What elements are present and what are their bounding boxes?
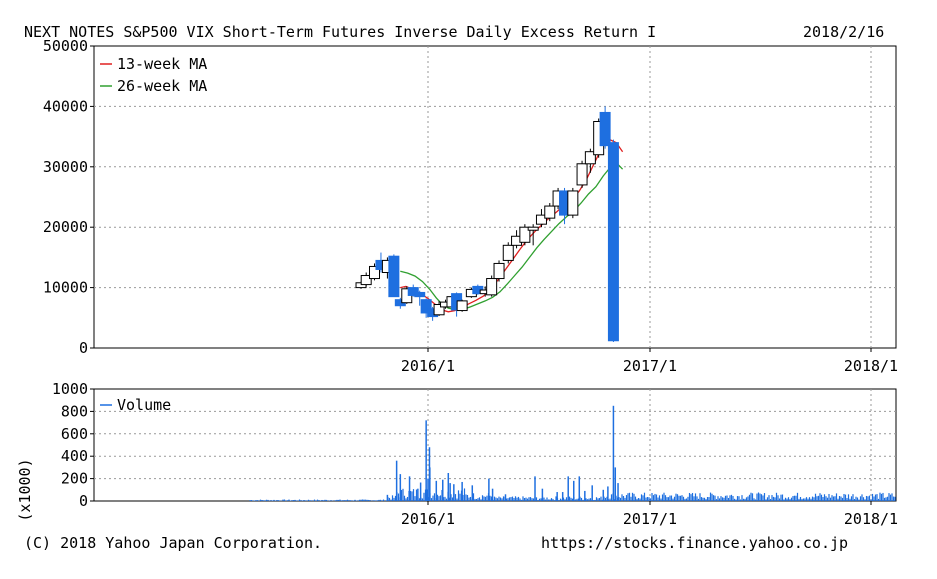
volume-ytick-label: 200 (61, 470, 88, 488)
price-ytick-label: 30000 (43, 158, 88, 176)
candlestick (502, 242, 514, 264)
price-xtick-label: 2017/1 (623, 357, 677, 375)
candlestick (456, 299, 468, 312)
candle-body (414, 291, 426, 298)
candlestick (599, 106, 611, 149)
price-ytick-label: 10000 (43, 279, 88, 297)
copyright-text: (C) 2018 Yahoo Japan Corporation. (24, 534, 323, 552)
legend-label-ma13: 13-week MA (117, 55, 207, 73)
candle-body (584, 151, 596, 165)
candle-body (567, 190, 579, 216)
candlestick (544, 203, 556, 222)
legend-label-ma26: 26-week MA (117, 77, 207, 95)
volume-ytick-label: 800 (61, 402, 88, 420)
volume-ytick-label: 1000 (52, 380, 88, 398)
candlestick (414, 290, 426, 306)
ma26-line (400, 161, 624, 311)
candle-body (407, 287, 419, 296)
candle-body (576, 163, 588, 186)
volume-ytick-label: 400 (61, 447, 88, 465)
candlestick (433, 300, 445, 316)
candlestick (388, 254, 400, 298)
candle-body (456, 300, 468, 312)
candle-body (599, 111, 611, 147)
volume-ytick-label: 600 (61, 425, 88, 443)
candlestick (360, 272, 372, 287)
source-url: https://stocks.finance.yahoo.co.jp (541, 534, 849, 552)
volume-xtick-label: 2018/1 (844, 510, 898, 528)
price-xtick-label: 2018/1 (844, 357, 898, 375)
price-xtick-label: 2016/1 (401, 357, 455, 375)
candlestick (407, 284, 419, 297)
volume-panel: 0 200 400 600 800 1000 2016/1 2017/1 2018/1 Volum… (16, 380, 898, 528)
candlestick (535, 209, 547, 228)
volume-frame (93, 388, 897, 502)
price-legend: 13-week MA 26-week MA (100, 55, 207, 95)
candlestick (420, 298, 432, 318)
candle-body (420, 299, 432, 314)
candle-body (486, 278, 498, 296)
candlestick (607, 139, 619, 342)
candlestick (584, 148, 596, 173)
volume-xtick-label: 2016/1 (401, 510, 455, 528)
candlestick (567, 187, 579, 219)
candle-body (527, 226, 539, 231)
candlestick (576, 160, 588, 188)
candlestick (368, 263, 380, 281)
volume-axis-label: (x1000) (16, 458, 34, 521)
volume-xtick-label: 2017/1 (623, 510, 677, 528)
price-ytick-label: 50000 (43, 37, 88, 55)
price-frame (93, 45, 897, 349)
price-ytick-label: 0 (79, 339, 88, 357)
volume-ytick-label: 0 (79, 492, 88, 510)
candle-body (502, 244, 514, 261)
price-ytick-label: 40000 (43, 97, 88, 115)
candle-body (535, 214, 547, 225)
candle-body (368, 265, 380, 280)
candlestick (527, 224, 539, 246)
candlestick (486, 275, 498, 297)
candle-body (607, 142, 619, 342)
candle-body (519, 226, 531, 243)
chart-title: NEXT NOTES S&P500 VIX Short-Term Futures… (24, 23, 657, 41)
candle-body (388, 255, 400, 298)
price-ytick-label: 20000 (43, 218, 88, 236)
price-panel: 0 10000 20000 30000 40000 50000 2016/1 2017/1 20… (43, 37, 898, 375)
candle-body (433, 304, 445, 316)
candle-body (544, 205, 556, 219)
candlestick (519, 224, 531, 246)
chart-date: 2018/2/16 (803, 23, 885, 41)
legend-label-volume: Volume (117, 396, 171, 414)
candlestick (493, 260, 505, 282)
candle-body (360, 275, 372, 286)
candle-body (493, 262, 505, 280)
